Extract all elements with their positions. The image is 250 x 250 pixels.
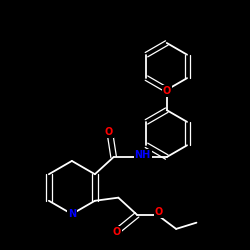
Text: O: O [105, 127, 113, 137]
Text: O: O [155, 207, 163, 217]
Text: O: O [163, 86, 171, 97]
Text: NH: NH [134, 150, 151, 160]
Text: N: N [68, 209, 76, 219]
Text: O: O [113, 227, 121, 237]
